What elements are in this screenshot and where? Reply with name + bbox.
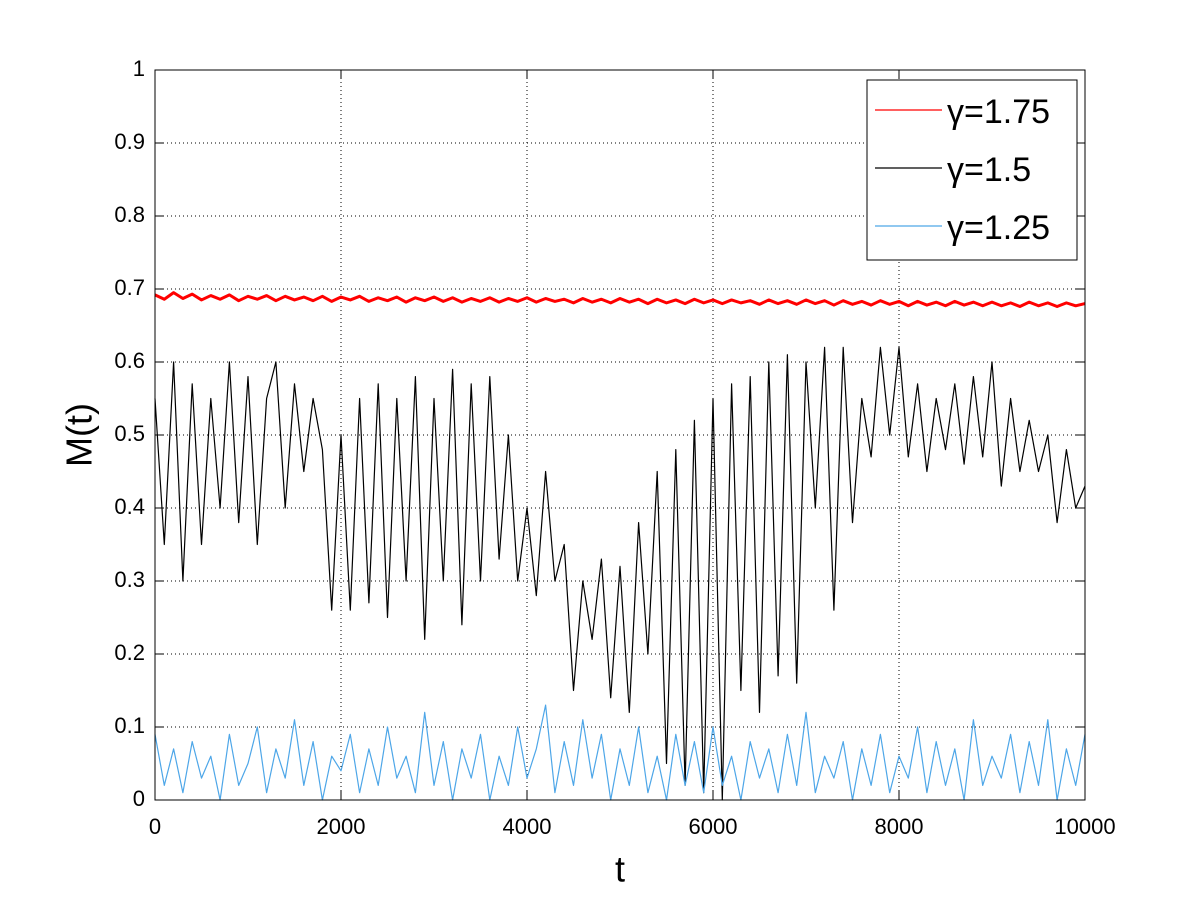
y-tick-label: 0.3 (114, 567, 145, 592)
y-tick-label: 0.1 (114, 713, 145, 738)
series-line (154, 291, 1086, 309)
legend-label: γ=1.75 (947, 93, 1050, 131)
x-tick-label: 2000 (317, 814, 366, 839)
plot-frame (154, 69, 1086, 801)
y-tick-label: 0.7 (114, 275, 145, 300)
y-tick-label: 0.6 (114, 348, 145, 373)
legend-label: γ=1.5 (947, 151, 1031, 189)
x-tick-label: 0 (149, 814, 161, 839)
y-axis-label: M(t) (59, 403, 100, 467)
y-tick-label: 0.5 (114, 421, 145, 446)
x-axis-label: t (615, 849, 625, 890)
y-tick-label: 0.2 (114, 640, 145, 665)
y-tick-label: 0.9 (114, 129, 145, 154)
y-tick-label: 0.8 (114, 202, 145, 227)
series-line (154, 346, 1086, 801)
x-tick-label: 10000 (1054, 814, 1115, 839)
y-tick-label: 0 (133, 786, 145, 811)
x-tick-label: 8000 (875, 814, 924, 839)
y-tick-label: 0.4 (114, 494, 145, 519)
legend-label: γ=1.25 (947, 209, 1050, 247)
x-tick-label: 4000 (503, 814, 552, 839)
y-tick-label: 1 (133, 56, 145, 81)
series-line (154, 704, 1086, 801)
x-tick-label: 6000 (689, 814, 738, 839)
